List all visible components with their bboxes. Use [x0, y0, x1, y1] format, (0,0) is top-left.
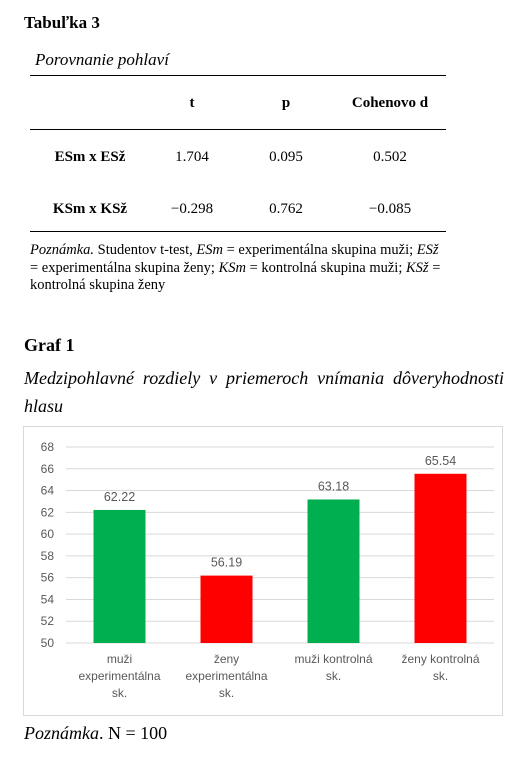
graph-title: Medzipohlavné rozdiely v priemeroch vním…	[24, 368, 504, 416]
table-label: Tabuľka 3	[24, 13, 100, 32]
row-label-esm-esz: ESm x ESž	[54, 149, 126, 165]
data-label: 56.19	[211, 556, 242, 570]
bar	[93, 509, 146, 643]
y-tick-label: 66	[41, 462, 55, 476]
row-label-ksm-ksz: KSm x KSž	[52, 201, 128, 217]
x-tick-label: experimentálna	[185, 669, 267, 683]
bar	[414, 473, 467, 643]
y-tick-label: 56	[41, 571, 55, 585]
graph-note: Poznámka. N = 100	[24, 723, 168, 743]
x-tick-label: sk.	[433, 669, 448, 683]
y-tick-label: 68	[41, 440, 55, 454]
x-tick-label: sk.	[112, 686, 127, 700]
y-tick-label: 54	[41, 592, 55, 606]
x-tick-label: muži kontrolná	[294, 652, 372, 666]
cell-p-esm-esz: 0.095	[269, 149, 303, 165]
x-tick-label: sk.	[219, 686, 234, 700]
y-tick-label: 62	[41, 505, 55, 519]
table-bottom-rule	[30, 231, 446, 232]
chart-frame: 50 52 54 56 58 60 62 64 66 68 62.22 muži experimentá…	[23, 426, 503, 716]
data-label: 63.18	[318, 479, 349, 493]
header-p: p	[281, 95, 291, 111]
table-note: Poznámka. Studentov t-test, ESm = experi…	[30, 242, 441, 293]
y-tick-label: 58	[41, 549, 55, 563]
cell-d-ksm-ksz: −0.085	[368, 201, 412, 217]
bar	[307, 499, 360, 643]
header-t: t	[189, 95, 195, 111]
x-tick-label: sk.	[326, 669, 341, 683]
table-title: Porovnanie pohlaví	[35, 50, 169, 69]
cell-t-ksm-ksz: −0.298	[170, 201, 214, 217]
x-tick-label: ženy	[214, 652, 239, 666]
cell-p-ksm-ksz: 0.762	[269, 201, 303, 217]
y-tick-label: 50	[41, 636, 55, 650]
graph-label: Graf 1	[24, 335, 75, 355]
cell-d-esm-esz: 0.502	[373, 149, 407, 165]
data-label: 62.22	[104, 490, 135, 504]
y-tick-label: 52	[41, 614, 55, 628]
y-tick-label: 64	[41, 484, 55, 498]
bar	[200, 575, 253, 643]
x-tick-label: experimentálna	[78, 669, 160, 683]
x-tick-label: muži	[107, 652, 132, 666]
header-cohen-d: Cohenovo d	[351, 95, 429, 111]
table-top-rule	[30, 75, 446, 76]
table-header-rule	[30, 129, 446, 130]
bar-chart: 50 52 54 56 58 60 62 64 66 68 62.22 muži experimentá…	[41, 440, 494, 700]
x-tick-label: ženy kontrolná	[401, 652, 479, 666]
y-tick-label: 60	[41, 527, 55, 541]
cell-t-esm-esz: 1.704	[175, 149, 209, 165]
data-label: 65.54	[425, 454, 456, 468]
